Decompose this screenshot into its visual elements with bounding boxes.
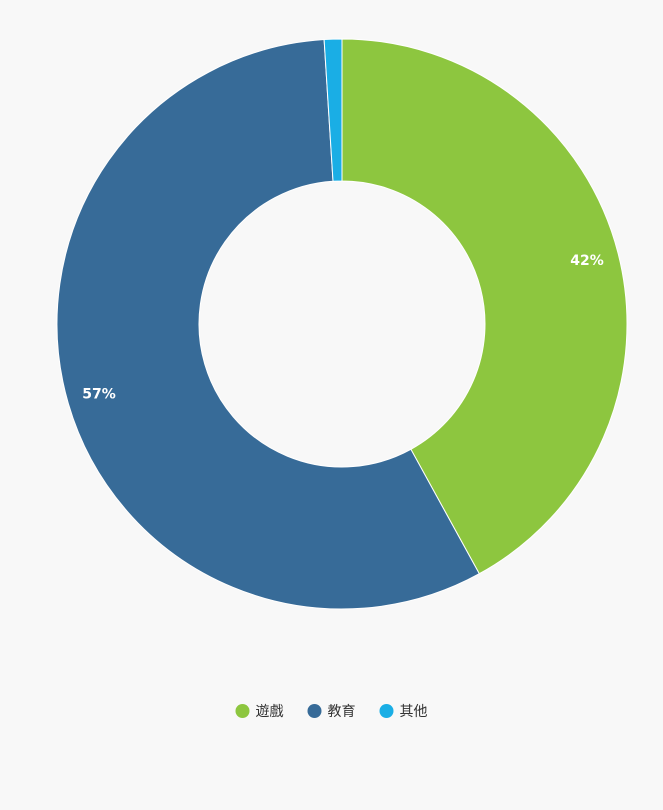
legend: 遊戲 教育 其他 [235,704,428,720]
legend-label: 教育 [328,704,356,720]
legend-label: 其他 [400,704,428,720]
legend-marker [379,704,394,718]
value-label: 57% [82,387,116,403]
slice [341,38,628,575]
legend-label: 遊戲 [256,704,284,720]
legend-marker [235,704,250,718]
value-label: 42% [570,253,604,269]
slice [56,39,480,610]
legend-marker [307,704,322,718]
slice [323,38,343,182]
